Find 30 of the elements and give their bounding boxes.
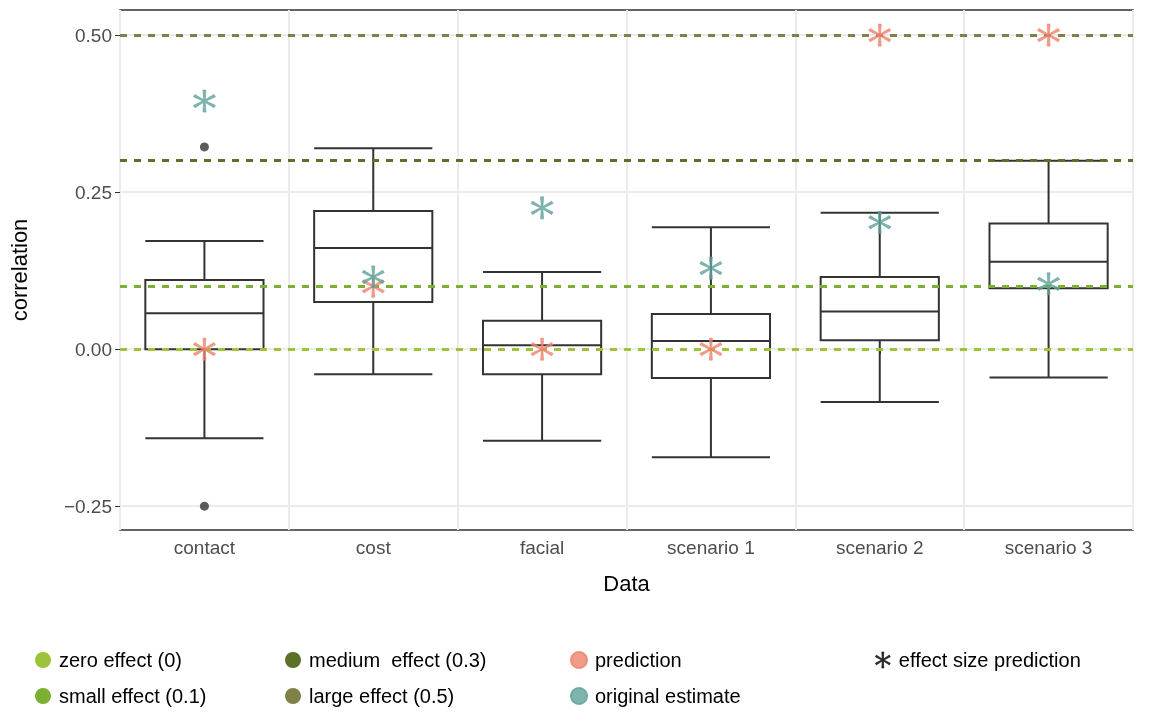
legend-label: zero effect (0) [59,649,183,671]
legend-label: medium effect (0.3) [309,649,487,671]
point [530,337,554,361]
point [699,337,723,361]
legend-label: effect size prediction [898,649,1081,671]
point [361,265,385,289]
x-tick-label: scenario 1 [667,537,755,558]
point [699,256,723,280]
y-tick-label: 0.25 [75,181,112,203]
point [1037,23,1060,47]
x-tick-label: contact [173,537,236,558]
point [1037,272,1060,296]
x-axis-title: Data [603,570,651,596]
legend-label: prediction [595,649,682,671]
point [530,196,554,220]
point [868,210,892,234]
x-tick-label: facial [519,537,565,558]
y-tick-label: 0.50 [75,24,112,46]
legend-label: large effect (0.5) [309,685,455,707]
point [868,23,892,47]
y-axis-title: correlation [6,218,32,322]
point [193,89,216,113]
x-tick-label: scenario 2 [835,537,924,558]
legend-label: original estimate [595,685,741,707]
y-tick-label: −0.25 [63,495,112,517]
x-tick-label: cost [355,537,392,558]
point [193,337,216,361]
x-tick-label: scenario 3 [1004,537,1093,558]
legend-label: small effect (0.1) [59,685,207,707]
y-tick-label: 0.00 [75,338,112,360]
